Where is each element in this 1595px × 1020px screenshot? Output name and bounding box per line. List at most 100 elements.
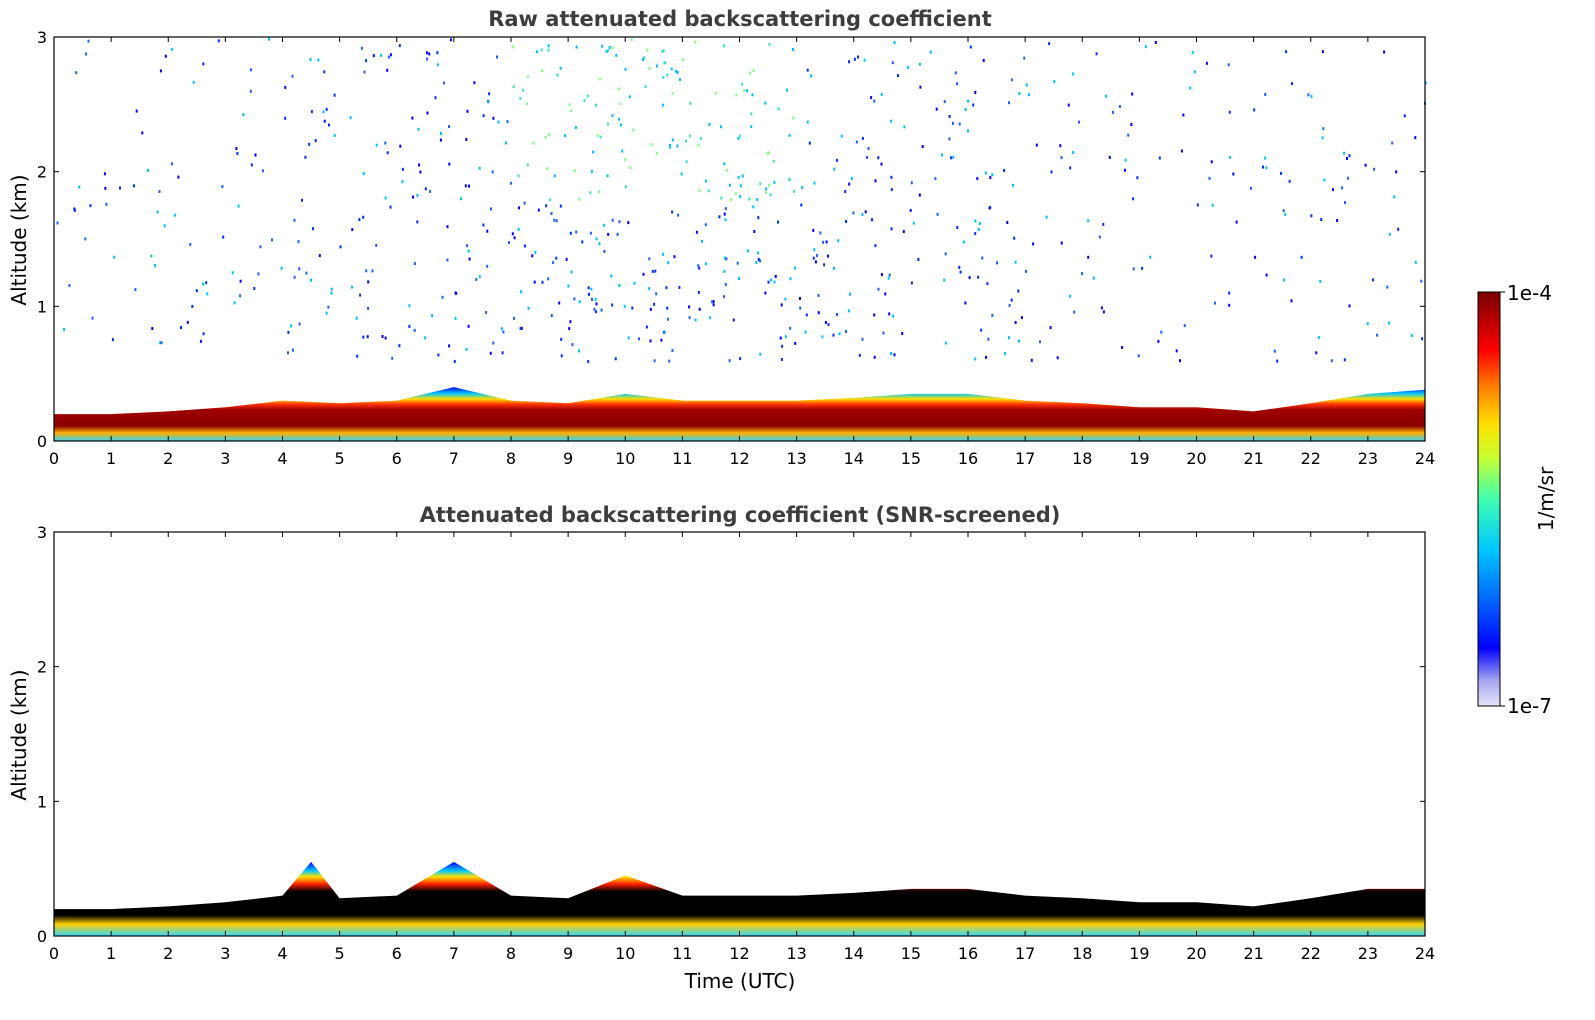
noise-speck: [1321, 136, 1324, 140]
noise-speck: [718, 215, 721, 219]
noise-speck: [1410, 334, 1413, 338]
noise-speck: [1336, 219, 1339, 222]
noise-speck: [436, 63, 439, 67]
noise-speck: [708, 316, 711, 320]
noise-speck: [222, 235, 225, 239]
noise-speck: [466, 109, 469, 113]
noise-speck: [163, 224, 166, 228]
noise-speck: [986, 282, 989, 286]
noise-speck: [506, 120, 509, 124]
noise-speck: [1420, 279, 1423, 283]
noise-speck: [724, 218, 727, 222]
noise-speck: [589, 191, 592, 195]
noise-speck: [154, 264, 157, 268]
noise-speck: [156, 210, 159, 214]
noise-speck: [810, 74, 813, 78]
x-tick-label: 9: [563, 944, 573, 963]
noise-speck: [662, 252, 665, 256]
noise-speck: [558, 301, 561, 305]
x-tick-label: 0: [49, 944, 59, 963]
noise-speck: [371, 269, 374, 273]
noise-speck: [813, 181, 816, 185]
noise-speck: [485, 311, 488, 314]
raw-panel-frame: [53, 36, 1426, 442]
noise-speck: [104, 186, 107, 190]
noise-speck: [1011, 183, 1014, 187]
noise-speck: [890, 175, 893, 179]
noise-speck: [1210, 160, 1213, 164]
noise-speck: [1383, 50, 1386, 54]
noise-speck: [779, 336, 782, 340]
noise-speck: [309, 58, 312, 61]
noise-speck: [724, 283, 727, 287]
noise-speck: [668, 359, 671, 363]
noise-speck: [526, 163, 529, 167]
noise-speck: [598, 190, 600, 194]
noise-speck: [454, 291, 457, 295]
noise-speck: [645, 325, 648, 329]
noise-speck: [759, 182, 762, 186]
noise-speck: [757, 216, 760, 220]
noise-speck: [431, 314, 434, 318]
noise-speck: [192, 80, 195, 84]
noise-speck: [799, 306, 802, 310]
noise-speck: [651, 269, 654, 273]
noise-speck: [648, 257, 651, 261]
noise-speck: [773, 180, 776, 184]
noise-speck: [1124, 158, 1127, 162]
noise-speck: [535, 50, 538, 54]
colorbar-min-label: 1e-7: [1507, 694, 1552, 718]
noise-speck: [850, 176, 853, 180]
noise-speck: [902, 230, 905, 234]
x-tick-label: 8: [506, 449, 516, 468]
noise-speck: [577, 349, 580, 353]
x-tick-label: 7: [449, 449, 459, 468]
noise-speck: [643, 56, 646, 60]
noise-speck: [1121, 346, 1124, 349]
noise-speck: [134, 288, 137, 292]
noise-speck: [491, 170, 494, 174]
screened-panel-xlabel: Time (UTC): [684, 969, 796, 993]
noise-speck: [111, 338, 114, 342]
noise-speck: [546, 167, 549, 171]
noise-speck: [1388, 232, 1391, 236]
noise-speck: [399, 144, 402, 148]
noise-speck: [375, 143, 378, 147]
noise-speck: [426, 57, 429, 61]
noise-speck: [586, 94, 589, 98]
noise-speck: [119, 186, 121, 190]
noise-speck: [541, 69, 544, 72]
noise-speck: [888, 312, 891, 316]
noise-speck: [170, 162, 173, 166]
noise-speck: [1014, 260, 1017, 264]
x-tick-label: 0: [49, 449, 59, 468]
noise-speck: [688, 305, 691, 309]
noise-speck: [599, 77, 602, 81]
noise-speck: [317, 58, 320, 62]
noise-speck: [497, 120, 500, 124]
noise-speck: [1025, 269, 1027, 273]
noise-speck: [478, 166, 481, 170]
noise-speck: [890, 188, 893, 191]
noise-speck: [398, 344, 401, 348]
noise-speck: [1069, 294, 1072, 298]
noise-speck: [434, 96, 437, 100]
noise-speck: [620, 123, 623, 127]
noise-speck: [233, 301, 236, 305]
noise-speck: [508, 241, 510, 245]
noise-speck: [1132, 267, 1135, 271]
noise-speck: [487, 100, 490, 104]
noise-speck: [1149, 255, 1152, 259]
noise-speck: [1112, 110, 1114, 114]
noise-speck: [555, 256, 558, 260]
noise-speck: [982, 59, 985, 62]
noise-speck: [547, 48, 550, 52]
raw-panel-yticks: 0 1 2 3: [37, 28, 1425, 451]
noise-speck: [864, 210, 867, 214]
noise-speck: [550, 212, 553, 215]
noise-speck: [590, 169, 593, 173]
noise-speck: [587, 286, 590, 290]
noise-speck: [781, 344, 784, 348]
noise-speck: [806, 120, 809, 124]
